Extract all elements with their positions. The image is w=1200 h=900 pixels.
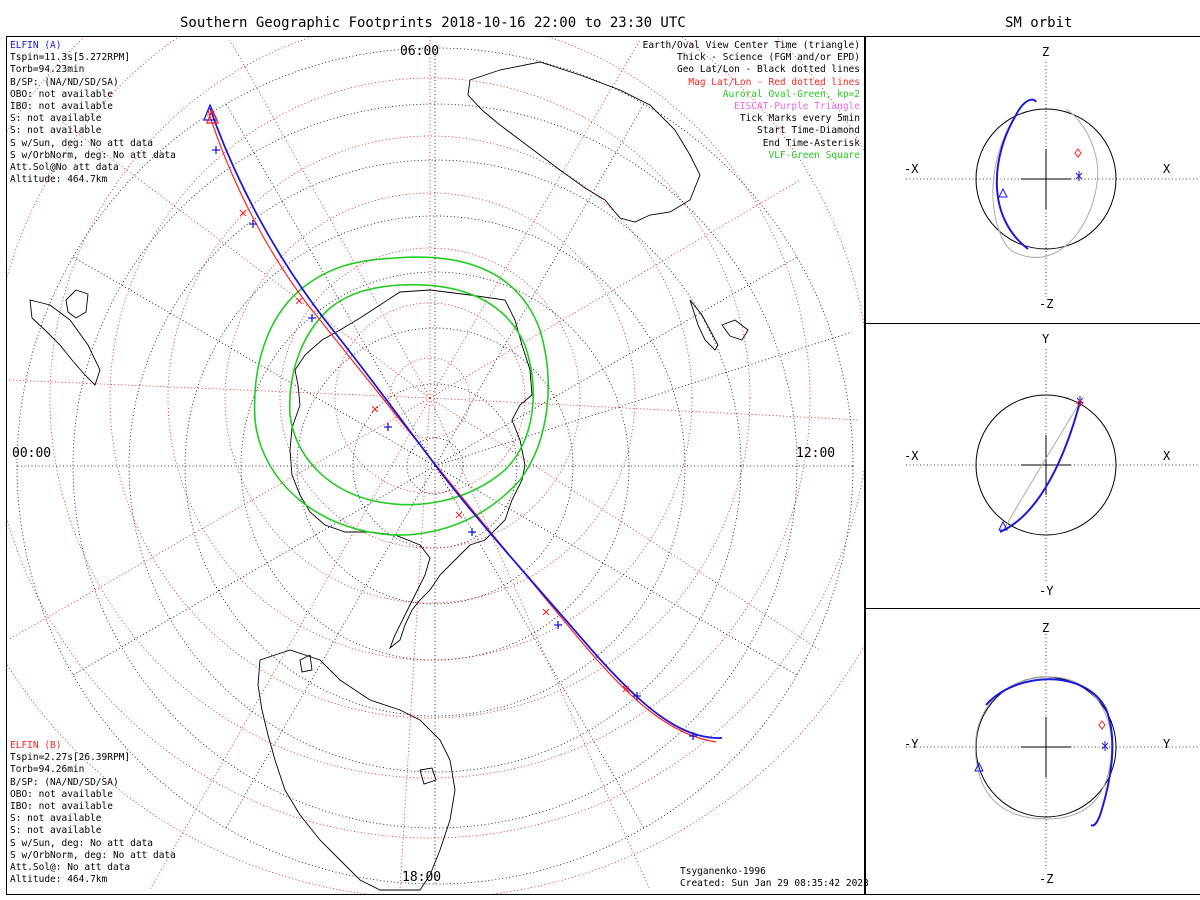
islands-outline (299, 654, 437, 785)
orbit-xz-right-label: X (1163, 162, 1171, 176)
local-time-label-bottom: 18:00 (402, 870, 442, 885)
legend-start: Start Time-Diamond (757, 125, 860, 137)
elfin-b-bsp: B/SP: (NA/ND/SD/SA) (10, 776, 119, 788)
auroral-ovals (253, 256, 549, 536)
legend-mag: Mag Lat/Lon - Red dotted lines (688, 76, 860, 88)
view-center-triangles (203, 103, 220, 124)
orbit-xz-track (995, 98, 1037, 250)
mag-lat-circles (7, 37, 864, 894)
elfin-a-tick-marks (212, 146, 697, 740)
elfin-a-torb: Torb=94.23min (10, 64, 85, 76)
legend-geo: Geo Lat/Lon - Black dotted lines (676, 64, 860, 76)
map-legend: Earth/Oval View Center Time (triangle) T… (643, 40, 860, 162)
orbit-xz-left-label: -X (904, 162, 919, 176)
local-time-label-left: 00:00 (12, 446, 52, 461)
new-zealand-outline (689, 299, 749, 351)
legend-end: End Time-Asterisk (762, 137, 860, 149)
orbit-xy-graphics (906, 349, 1200, 582)
elfin-a-track (209, 107, 723, 739)
orbit-xy-top-label: Y (1042, 332, 1050, 346)
local-time-label-right: 12:00 (796, 446, 836, 461)
map-credits: Tsyganenko-1996 Created: Sun Jan 29 08:3… (680, 866, 869, 890)
elfin-b-s-sun: S w/Sun, deg: No att data (10, 837, 153, 849)
australia-outline (467, 61, 701, 223)
south-america-outline (257, 649, 456, 891)
sm-orbit-panel-xz: Z -Z -X X (865, 36, 1200, 324)
map-title: Southern Geographic Footprints 2018-10-1… (180, 15, 686, 31)
legend-ticks: Tick Marks every 5min (739, 113, 860, 125)
madagascar-outline (65, 289, 89, 319)
orbit-xz-graphics (906, 62, 1200, 297)
orbit-yz-bottom-label: -Z (1039, 872, 1054, 886)
orbit-yz-track (985, 678, 1114, 827)
elfin-b-obo: OBO: not available (10, 788, 113, 800)
elfin-a-att-sol: Att.Sol@No att data (10, 162, 119, 174)
sm-orbit-panel-yz: Z -Z -Y Y (865, 608, 1200, 895)
elfin-b-s-orbnorm: S w/OrbNorm, deg: No att data (10, 849, 176, 861)
auroral-oval-inner (288, 283, 534, 506)
orbit-xy-right-label: X (1163, 449, 1171, 463)
legend-vlf: VLF-Green Square (768, 149, 860, 161)
antarctica-outline (289, 289, 533, 650)
orbit-xy-bottom-label: -Y (1039, 584, 1054, 598)
orbit-yz-top-label: Z (1042, 621, 1050, 635)
elfin-a-tspin: Tspin=11.3s[5.272RPM] (10, 52, 131, 64)
orbit-yz-right-label: Y (1163, 737, 1171, 751)
sm-orbit-title: SM orbit (1005, 15, 1073, 31)
credits-created: Created: Sun Jan 29 08:35:42 2023 (680, 878, 869, 890)
continent-outlines (29, 61, 749, 891)
elfin-a-obo: OBO: not available (10, 88, 113, 100)
orbit-xy-track (999, 401, 1081, 533)
elfin-a-s-orbnorm: S w/OrbNorm, deg: No att data (10, 149, 176, 161)
elfin-a-altitude: Altitude: 464.7km (10, 174, 108, 186)
orbit-xy-full (1003, 401, 1081, 530)
auroral-oval-outer (253, 256, 549, 536)
elfin-b-tick-marks (239, 209, 630, 693)
sm-orbit-panel-xy: Y -Y -X X (865, 323, 1200, 609)
mag-meridians (7, 37, 861, 891)
credits-model: Tsyganenko-1996 (680, 866, 766, 877)
legend-auroral: Auroral Oval-Green, kp=2 (722, 88, 860, 100)
africa-outline (29, 299, 101, 386)
orbit-xy-left-label: -X (904, 449, 919, 463)
footprint-map (6, 36, 865, 895)
elfin-b-att-sol: Att.Sol@: No att data (10, 862, 131, 874)
orbit-yz-graphics (906, 634, 1200, 869)
elfin-b-ibo: IBO: not available (10, 801, 113, 813)
elfin-a-name: ELFIN (A) (10, 40, 62, 51)
elfin-b-name: ELFIN (B) (10, 740, 62, 751)
elfin-a-s2: S: not available (10, 125, 102, 137)
orbit-xz-top-label: Z (1042, 45, 1050, 59)
local-time-label-top: 06:00 (400, 44, 440, 59)
elfin-a-info: ELFIN (A) Tspin=11.3s[5.272RPM] Torb=94.… (10, 40, 176, 186)
elfin-a-s-sun: S w/Sun, deg: No att data (10, 137, 153, 149)
elfin-b-torb: Torb=94.26min (10, 764, 85, 776)
legend-thick: Thick - Science (FGM and/or EPD) (676, 52, 860, 64)
elfin-b-s2: S: not available (10, 825, 102, 837)
orbit-yz-left-label: -Y (904, 737, 919, 751)
elfin-b-info: ELFIN (B) Tspin=2.27s[26.39RPM] Torb=94.… (10, 740, 176, 886)
elfin-b-s1: S: not available (10, 813, 102, 825)
elfin-a-ibo: IBO: not available (10, 101, 113, 113)
legend-eiscat: EISCAT-Purple Triangle (734, 101, 860, 113)
elfin-a-bsp: B/SP: (NA/ND/SD/SA) (10, 76, 119, 88)
elfin-a-s1: S: not available (10, 113, 102, 125)
orbit-xz-full (992, 108, 1099, 258)
elfin-b-tspin: Tspin=2.27s[26.39RPM] (10, 752, 131, 764)
elfin-b-altitude: Altitude: 464.7km (10, 874, 108, 886)
legend-view-center: Earth/Oval View Center Time (triangle) (642, 40, 860, 51)
orbit-xz-bottom-label: -Z (1039, 297, 1054, 311)
